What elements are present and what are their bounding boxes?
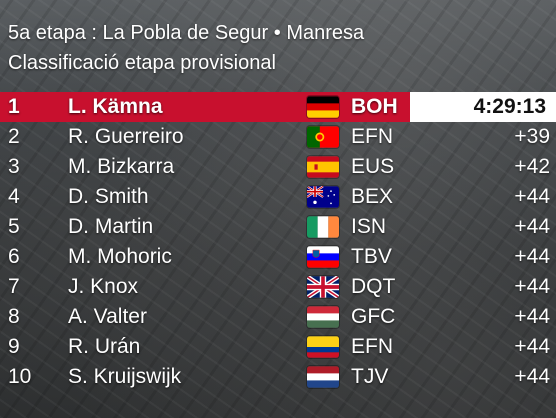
time-gap: +39 <box>514 125 550 148</box>
time-gap: +44 <box>514 245 550 268</box>
time-gap: +44 <box>514 185 550 208</box>
team-code: BEX <box>351 185 394 208</box>
team-code: EFN <box>351 335 393 358</box>
standings-row: 4 D. Smith BEX +44 <box>0 182 556 212</box>
rider-name: A. Valter <box>68 305 147 328</box>
portugal-flag-icon <box>307 126 339 148</box>
rider-name: R. Guerreiro <box>68 125 184 148</box>
spain-flag-icon <box>307 156 339 178</box>
time-gap: +44 <box>514 275 550 298</box>
rider-name: D. Martin <box>68 215 154 238</box>
team-code: GFC <box>351 305 396 328</box>
standings-row: 2 R. Guerreiro EFN +39 <box>0 122 556 152</box>
colombia-flag-icon <box>307 336 339 358</box>
team-code: EFN <box>351 125 393 148</box>
rank: 5 <box>8 215 20 238</box>
team-code: EUS <box>351 155 395 178</box>
united-kingdom-flag-icon <box>307 276 339 298</box>
rank: 6 <box>8 245 20 268</box>
rank: 10 <box>8 365 32 388</box>
standings-row: 7 J. Knox DQT +44 <box>0 272 556 302</box>
standings-row: 5 D. Martin ISN +44 <box>0 212 556 242</box>
rider-name: L. Kämna <box>68 95 163 118</box>
standings-row: 10 S. Kruijswijk TJV +44 <box>0 362 556 392</box>
time-gap: +44 <box>514 365 550 388</box>
rider-name: M. Mohoric <box>68 245 172 268</box>
stage-title: 5a etapa : La Pobla de Segur • Manresa <box>8 22 365 44</box>
netherlands-flag-icon <box>307 366 339 388</box>
leader-row: 1 L. Kämna BOH 4:29:13 <box>0 92 556 122</box>
standings-row: 8 A. Valter GFC +44 <box>0 302 556 332</box>
germany-flag-icon <box>307 96 339 118</box>
rank: 2 <box>8 125 20 148</box>
winner-time: 4:29:13 <box>473 95 546 118</box>
team-code: BOH <box>351 95 398 118</box>
time-gap: +44 <box>514 215 550 238</box>
standings-table: 1 L. Kämna BOH 4:29:13 2 R. Guerreiro EFN +39 3 M… <box>0 92 556 392</box>
slovenia-flag-icon <box>307 246 339 268</box>
rider-name: R. Urán <box>68 335 141 358</box>
hungary-flag-icon <box>307 306 339 328</box>
time-gap: +42 <box>514 155 550 178</box>
team-code: DQT <box>351 275 396 298</box>
rank: 1 <box>8 95 20 118</box>
rank: 3 <box>8 155 20 178</box>
rider-name: D. Smith <box>68 185 149 208</box>
rank: 8 <box>8 305 20 328</box>
rider-name: S. Kruijswijk <box>68 365 182 388</box>
team-code: ISN <box>351 215 387 238</box>
rank: 7 <box>8 275 20 298</box>
classification-subtitle: Classificació etapa provisional <box>8 52 276 74</box>
team-code: TJV <box>351 365 389 388</box>
time-gap: +44 <box>514 305 550 328</box>
rider-name: J. Knox <box>68 275 139 298</box>
team-code: TBV <box>351 245 392 268</box>
standings-row: 3 M. Bizkarra EUS +42 <box>0 152 556 182</box>
australia-flag-icon <box>307 186 339 208</box>
standings-row: 6 M. Mohoric TBV +44 <box>0 242 556 272</box>
leader-time-box <box>410 92 556 122</box>
ireland-flag-icon <box>307 216 339 238</box>
standings-row: 9 R. Urán EFN +44 <box>0 332 556 362</box>
rank: 9 <box>8 335 20 358</box>
time-gap: +44 <box>514 335 550 358</box>
rider-name: M. Bizkarra <box>68 155 175 178</box>
rank: 4 <box>8 185 20 208</box>
